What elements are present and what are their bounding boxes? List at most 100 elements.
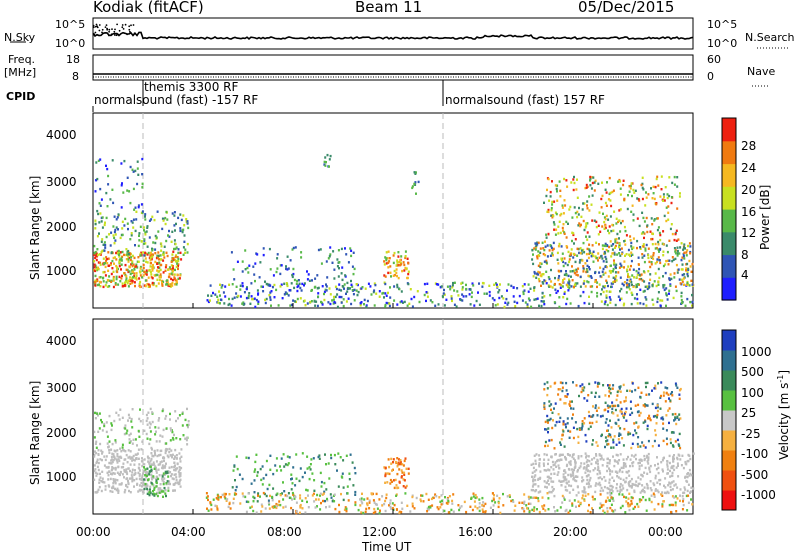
power-echo-evening-upper — [637, 198, 640, 201]
vel-echo-morning-green — [162, 490, 165, 493]
power-echo-evening — [537, 270, 540, 274]
vel-echo-morning-upper — [154, 426, 157, 429]
power-echo-nearrange — [527, 297, 530, 300]
power-echo-noon — [407, 262, 410, 265]
vel-echo-midday — [304, 471, 306, 474]
vel-ground-evening — [654, 464, 656, 467]
velocity-colorbar-segment — [722, 470, 736, 491]
vel-echo-midday — [324, 499, 326, 503]
vel-ground-morning — [122, 465, 125, 469]
power-echo-nearrange — [500, 295, 503, 298]
vel-echo-evening-upper — [580, 426, 583, 430]
vel-ground-morning — [133, 473, 136, 476]
power-echo-evening — [571, 279, 574, 282]
vel-echo-nearrange — [652, 492, 655, 495]
power-echo-morning — [145, 260, 148, 263]
vel-echo-evening-upper — [636, 410, 639, 414]
power-echo-morning-upper — [121, 227, 124, 230]
vel-ground-evening — [668, 454, 671, 458]
power-echo-evening — [647, 247, 650, 250]
power-echo-evening — [613, 262, 616, 265]
vel-ground-evening — [646, 484, 649, 487]
vel-ground-morning — [170, 465, 173, 469]
power-echo-nearrange — [475, 299, 478, 303]
vel-ground-morning — [138, 469, 141, 472]
power-echo-evening — [670, 277, 673, 281]
vel-echo-nearrange — [606, 510, 609, 513]
vel-echo-nearrange — [457, 504, 460, 507]
power-echo-morning-upper — [110, 231, 113, 234]
vel-ground-morning — [161, 466, 164, 470]
power-echo-midday — [319, 248, 322, 251]
vel-echo-evening-upper — [572, 381, 574, 384]
power-echo-morning — [156, 278, 159, 281]
power-echo-nearrange — [228, 297, 230, 301]
vel-echo-midday — [291, 482, 294, 485]
power-echo-nearrange — [269, 296, 272, 299]
power-echo-evening — [631, 247, 634, 251]
vel-echo-morning-upper — [123, 432, 126, 436]
power-echo-evening-upper — [576, 215, 579, 219]
power-echo-evening — [535, 245, 538, 249]
vel-echo-midday — [263, 492, 266, 496]
vel-echo-morning-green — [146, 492, 149, 495]
vel-echo-evening-upper — [577, 441, 580, 444]
vel-echo-midday — [348, 478, 351, 481]
power-echo-evening — [674, 252, 677, 255]
vel-ground-evening — [543, 453, 546, 456]
power-echo-evening — [635, 276, 638, 279]
power-echo-morning — [166, 254, 169, 258]
power-echo-evening — [683, 251, 686, 254]
vel-echo-evening-upper — [551, 411, 554, 414]
vel-echo-morning-upper — [128, 416, 131, 419]
power-echo-morning-sparse — [126, 189, 129, 192]
vel-ground-evening — [689, 490, 692, 493]
power-echo-nearrange — [367, 282, 370, 285]
vel-echo-noon — [397, 461, 400, 464]
power-echo-nearrange — [347, 297, 350, 300]
vel-echo-noon — [404, 486, 407, 489]
power-echo-evening-upper — [602, 212, 604, 215]
power-echo-evening — [558, 275, 561, 278]
velocity-colorbar-frame — [721, 329, 737, 511]
vel-echo-morning-upper — [158, 417, 161, 420]
vel-echo-morning-green — [155, 481, 158, 485]
vel-ground-morning — [123, 458, 126, 461]
power-echo-morning — [102, 276, 105, 279]
power-cb-tick-8: 8 — [741, 248, 749, 262]
power-echo-morning-upper — [162, 251, 165, 254]
power-echo-midday — [264, 280, 266, 283]
power-echo-evening — [568, 258, 571, 261]
vel-echo-nearrange — [621, 504, 624, 508]
power-echo-evening-upper — [651, 197, 654, 200]
vel-ground-evening — [669, 488, 672, 492]
power-cb-tick-4: 4 — [741, 268, 749, 282]
power-echo-nearrange — [635, 283, 638, 286]
vel-ground-evening — [532, 489, 535, 492]
vel-echo-morning-upper — [119, 408, 122, 411]
power-echo-morning — [176, 281, 178, 284]
power-echo-morning-upper — [154, 241, 157, 245]
power-echo-evening-upper — [588, 209, 591, 212]
power-echo-evening — [662, 285, 665, 288]
nsky-dot — [96, 26, 99, 29]
vel-ground-evening — [672, 480, 675, 483]
vel-echo-evening-upper — [557, 393, 560, 396]
vel-echo-nearrange — [528, 497, 531, 501]
power-echo-evening — [626, 278, 629, 282]
vel-echo-evening-upper — [607, 410, 610, 413]
power-echo-morning-sparse — [136, 167, 139, 170]
power-echo-evening — [645, 243, 648, 247]
power-echo-nearrange — [323, 298, 326, 302]
power-echo-evening — [556, 251, 559, 255]
vel-ground-evening — [568, 468, 571, 471]
power-echo-nearrange — [264, 298, 267, 302]
power-echo-nearrange — [207, 300, 210, 304]
power-echo-morning — [139, 252, 142, 256]
vel-echo-nearrange — [228, 493, 231, 496]
vel-echo-midday — [282, 453, 285, 456]
power-echo-nearrange — [651, 298, 654, 301]
vel-ground-evening — [667, 484, 670, 487]
vel-ground-evening — [587, 469, 589, 472]
vel-echo-nearrange — [368, 499, 371, 502]
